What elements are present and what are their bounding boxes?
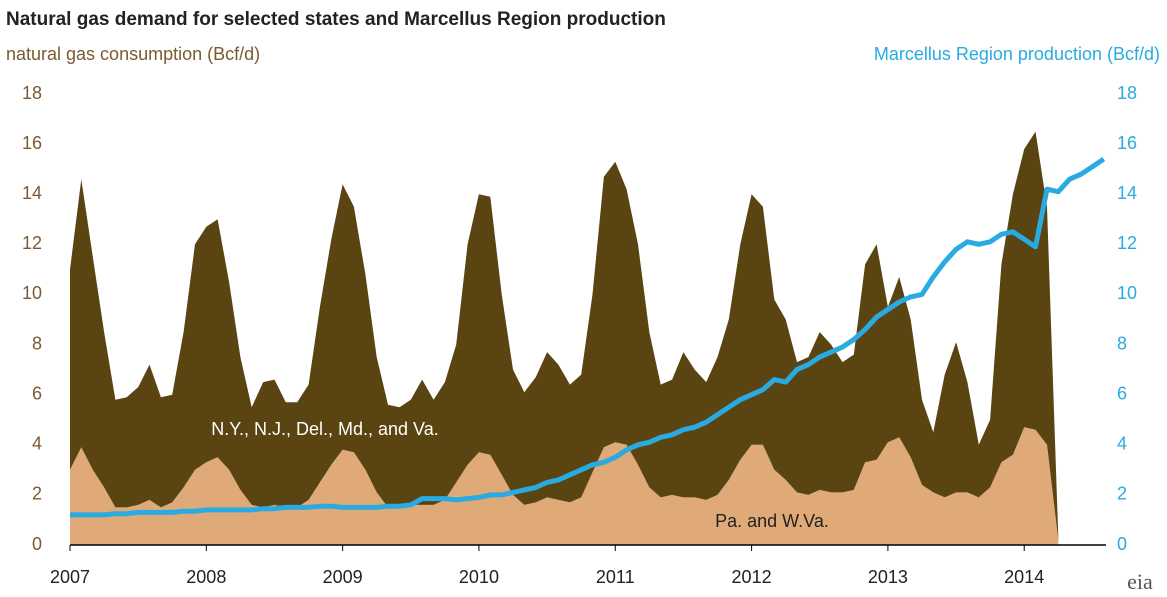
- y2-tick-label: 6: [1117, 383, 1127, 403]
- x-tick-label: 2013: [868, 567, 908, 587]
- y-tick-label: 10: [22, 283, 42, 303]
- area: [70, 427, 1059, 545]
- y-tick-label: 18: [22, 83, 42, 103]
- x-tick-label: 2007: [50, 567, 90, 587]
- y2-axis-label: Marcellus Region production (Bcf/d): [874, 44, 1160, 64]
- y2-tick-label: 14: [1117, 183, 1137, 203]
- y-tick-label: 8: [32, 333, 42, 353]
- y2-tick-label: 0: [1117, 534, 1127, 554]
- line: [70, 157, 1106, 518]
- series-label: Pa. and W.Va.: [715, 511, 829, 531]
- y-tick-label: 2: [32, 484, 42, 504]
- y-tick-label: 4: [32, 434, 42, 454]
- x-tick-label: 2009: [323, 567, 363, 587]
- x-tick-label: 2012: [732, 567, 772, 587]
- y-tick-label: 16: [22, 133, 42, 153]
- y2-tick-label: 2: [1117, 484, 1127, 504]
- x-tick-label: 2008: [186, 567, 226, 587]
- y-tick-label: 0: [32, 534, 42, 554]
- y-tick-label: 14: [22, 183, 42, 203]
- y-axis-label: natural gas consumption (Bcf/d): [6, 44, 260, 64]
- x-tick-label: 2010: [459, 567, 499, 587]
- y2-tick-label: 18: [1117, 83, 1137, 103]
- chart-title: Natural gas demand for selected states a…: [6, 9, 666, 30]
- y-tick-label: 6: [32, 383, 42, 403]
- logo: eia: [1127, 569, 1153, 594]
- y2-tick-label: 4: [1117, 434, 1127, 454]
- x-tick-label: 2011: [596, 567, 635, 587]
- y2-tick-label: 12: [1117, 233, 1137, 253]
- y2-tick-label: 10: [1117, 283, 1137, 303]
- y2-tick-label: 16: [1117, 133, 1137, 153]
- x-tick-label: 2014: [1004, 567, 1044, 587]
- y2-tick-label: 8: [1117, 333, 1127, 353]
- y-tick-label: 12: [22, 233, 42, 253]
- area: [70, 131, 1059, 540]
- series-label: N.Y., N.J., Del., Md., and Va.: [211, 419, 438, 439]
